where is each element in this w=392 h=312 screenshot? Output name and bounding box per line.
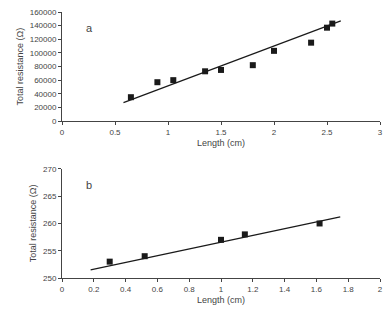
svg-text:0: 0 [60,285,65,294]
svg-text:0: 0 [52,117,57,126]
svg-text:120000: 120000 [30,35,57,44]
svg-text:Length (cm): Length (cm) [197,138,245,148]
svg-text:100000: 100000 [30,49,57,58]
svg-text:0.8: 0.8 [184,285,196,294]
svg-text:1.8: 1.8 [343,285,355,294]
svg-text:1.4: 1.4 [279,285,291,294]
svg-text:Total resistance (Ω): Total resistance (Ω) [28,185,38,263]
svg-text:1.2: 1.2 [247,285,259,294]
svg-text:b: b [86,179,92,191]
svg-text:2: 2 [272,128,277,137]
svg-text:0.4: 0.4 [120,285,132,294]
svg-text:a: a [86,22,93,34]
svg-text:0.6: 0.6 [152,285,164,294]
svg-text:80000: 80000 [34,62,57,71]
svg-text:40000: 40000 [34,90,57,99]
svg-text:160000: 160000 [30,8,57,17]
svg-text:1: 1 [166,128,171,137]
svg-text:260: 260 [43,219,57,228]
svg-text:0: 0 [60,128,65,137]
svg-text:1: 1 [219,285,224,294]
svg-text:Total resistance (Ω): Total resistance (Ω) [15,28,25,106]
svg-text:3: 3 [378,128,383,137]
svg-text:270: 270 [43,165,57,174]
svg-text:60000: 60000 [34,76,57,85]
svg-text:0.5: 0.5 [109,128,121,137]
svg-text:250: 250 [43,274,57,283]
svg-text:20000: 20000 [34,103,57,112]
svg-text:0.2: 0.2 [88,285,100,294]
svg-text:1.5: 1.5 [215,128,227,137]
svg-text:Length (cm): Length (cm) [197,295,245,305]
svg-text:2: 2 [378,285,383,294]
svg-text:140000: 140000 [30,21,57,30]
svg-text:2.5: 2.5 [321,128,333,137]
svg-text:255: 255 [43,247,57,256]
svg-text:265: 265 [43,192,57,201]
svg-text:1.6: 1.6 [311,285,323,294]
